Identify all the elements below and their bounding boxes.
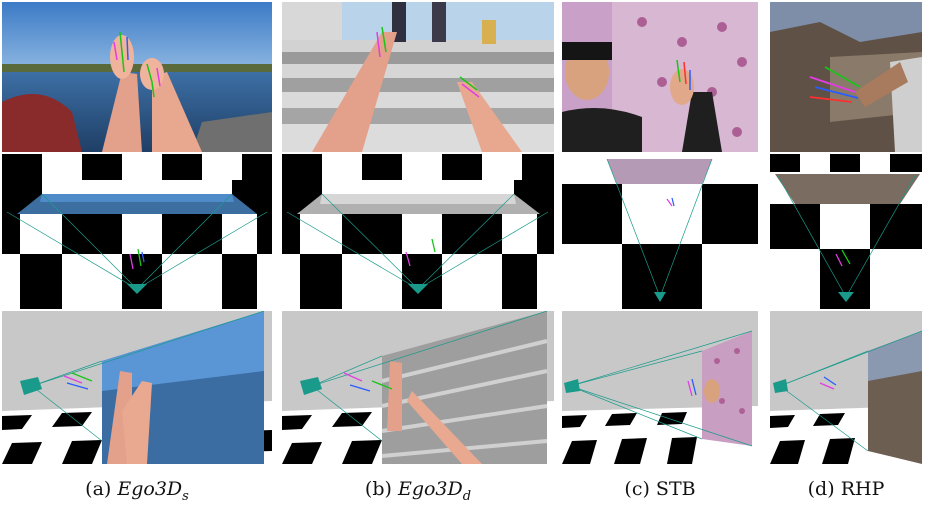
sideview-d-render	[770, 311, 922, 464]
image-d-input	[770, 2, 922, 152]
caption-c-label: (c)	[624, 478, 650, 500]
caption-d-label: (d)	[807, 478, 835, 500]
image-c-input	[562, 2, 758, 152]
topview-d-render	[770, 154, 922, 309]
caption-a: (a) Ego3Ds	[2, 478, 272, 504]
caption-a-label: (a)	[85, 478, 112, 500]
caption-d: (d) RHP	[770, 478, 922, 504]
sideview-a-render	[2, 311, 272, 464]
right-arm	[152, 72, 202, 152]
caption-c: (c) STB	[562, 478, 758, 504]
caption-b-label: (b)	[364, 478, 392, 500]
sideview-c-render	[562, 311, 758, 464]
caption-c-name: STB	[655, 478, 696, 500]
caption-a-name: Ego3D	[117, 478, 183, 500]
caption-a-subscript: s	[182, 488, 189, 504]
topview-b-render	[282, 154, 554, 309]
left-arm	[102, 72, 142, 152]
sideview-b-render	[282, 311, 554, 464]
caption-d-name: RHP	[840, 478, 885, 500]
caption-b-name: Ego3D	[397, 478, 463, 500]
topview-c-render	[562, 154, 758, 309]
caption-b-subscript: d	[462, 488, 472, 504]
image-b-input	[282, 2, 554, 152]
caption-b: (b) Ego3Dd	[282, 478, 554, 504]
topview-a-render	[2, 154, 272, 309]
image-a-input	[2, 2, 272, 152]
